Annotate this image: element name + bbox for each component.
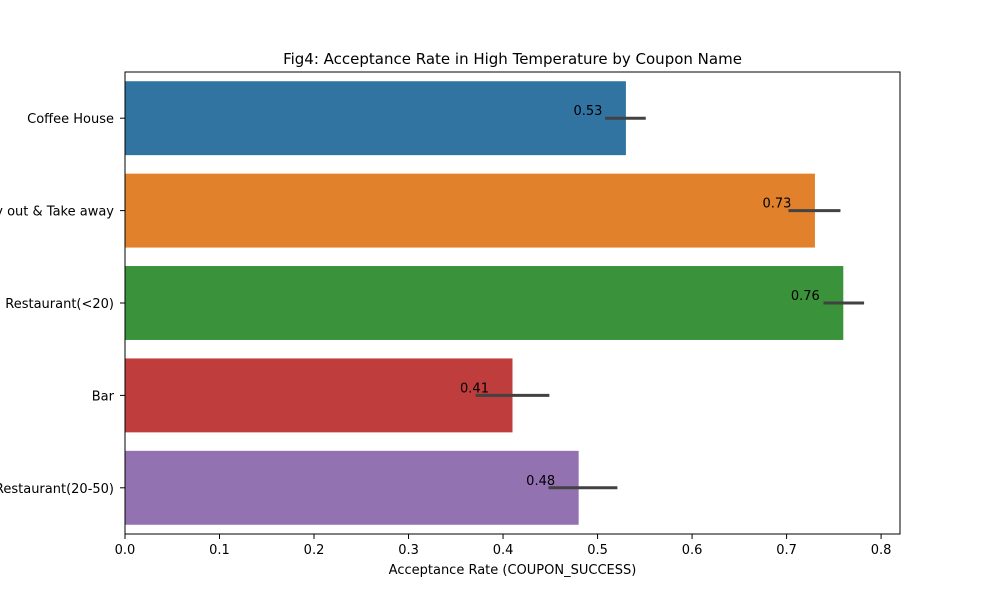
x-axis: 0.0 0.1 0.2 0.3 0.4 0.5 0.6 0.7 0.8 bbox=[115, 534, 892, 558]
x-tick-label: 0.2 bbox=[304, 543, 325, 558]
y-axis: Coffee House Carry out & Take away Restaur… bbox=[0, 112, 125, 497]
bar bbox=[125, 173, 815, 248]
data-label: 0.53 bbox=[573, 104, 602, 119]
x-tick-label: 0.7 bbox=[776, 543, 797, 558]
bar bbox=[125, 358, 513, 433]
x-tick-label: 0.4 bbox=[493, 543, 514, 558]
x-tick-label: 0.6 bbox=[682, 543, 703, 558]
data-label: 0.73 bbox=[762, 197, 791, 212]
x-tick-label: 0.3 bbox=[398, 543, 419, 558]
bars-layer bbox=[125, 81, 844, 525]
bar bbox=[125, 450, 579, 525]
y-tick-label: Carry out & Take away bbox=[0, 205, 114, 220]
y-tick-label: Restaurant(<20) bbox=[5, 297, 114, 312]
x-tick-label: 0.5 bbox=[587, 543, 608, 558]
bar bbox=[125, 266, 844, 340]
y-tick-label: Bar bbox=[92, 389, 115, 404]
x-tick-label: 0.0 bbox=[115, 543, 136, 558]
y-tick-label: Restaurant(20-50) bbox=[0, 482, 114, 497]
x-axis-label: Acceptance Rate (COUPON_SUCCESS) bbox=[389, 563, 637, 578]
x-tick-label: 0.1 bbox=[209, 543, 230, 558]
data-label: 0.48 bbox=[526, 474, 555, 489]
chart-title: Fig4: Acceptance Rate in High Temperatur… bbox=[283, 50, 742, 68]
data-label: 0.41 bbox=[460, 381, 489, 396]
data-label: 0.76 bbox=[791, 289, 820, 304]
y-tick-label: Coffee House bbox=[27, 112, 114, 127]
data-labels-layer: 0.53 0.73 0.76 0.41 0.48 bbox=[460, 104, 820, 489]
bar bbox=[125, 81, 626, 156]
x-tick-label: 0.8 bbox=[871, 543, 892, 558]
error-bars-layer bbox=[475, 116, 865, 490]
